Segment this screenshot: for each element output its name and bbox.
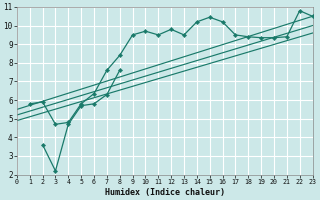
X-axis label: Humidex (Indice chaleur): Humidex (Indice chaleur) — [105, 188, 225, 197]
